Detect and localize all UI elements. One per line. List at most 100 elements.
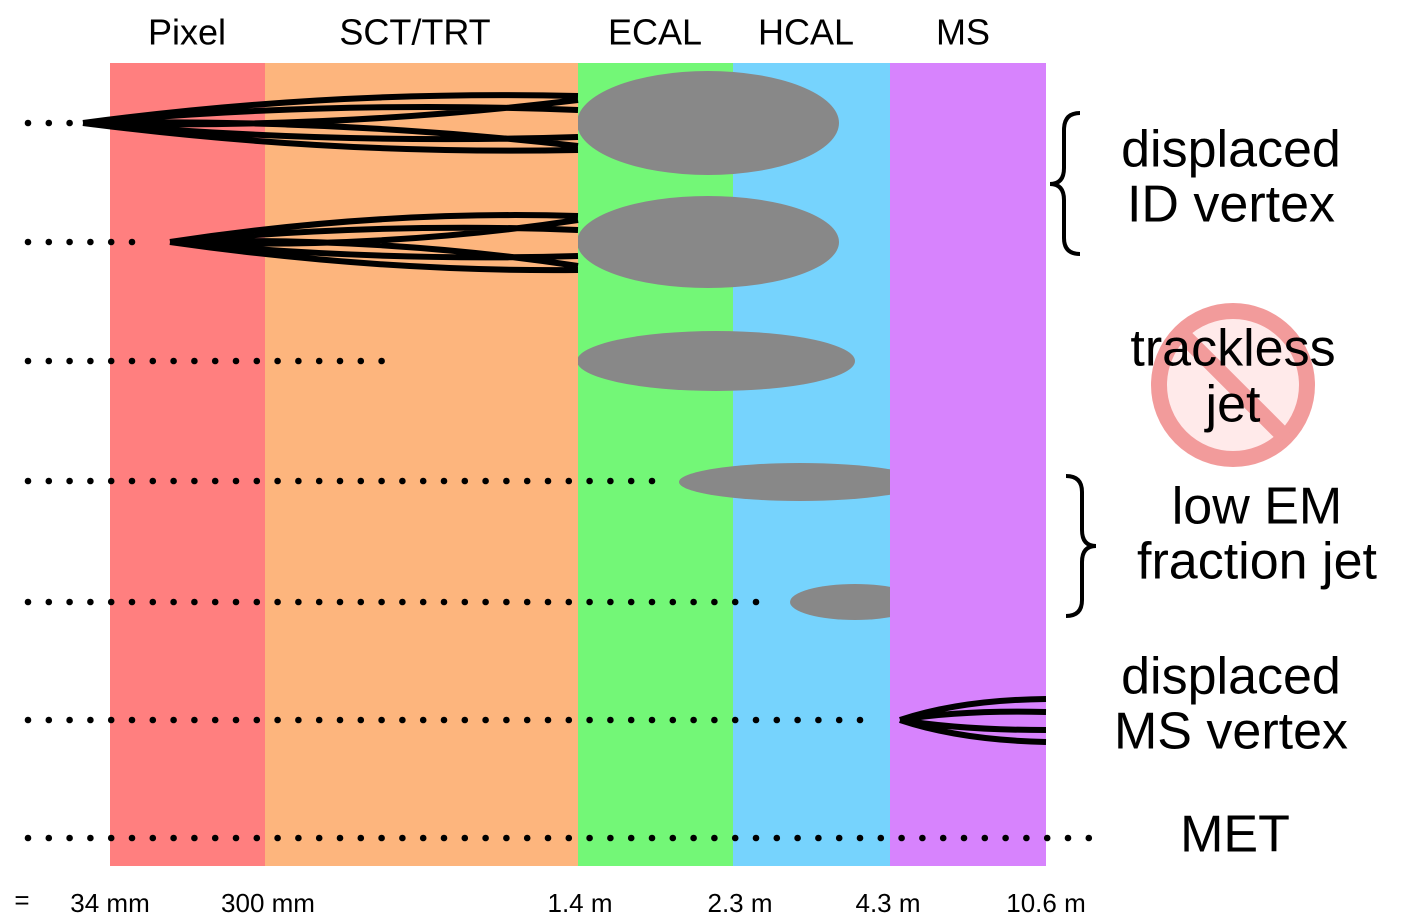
- dot: [274, 717, 281, 724]
- dot: [586, 835, 593, 842]
- signature-label: fraction jet: [1137, 533, 1377, 591]
- signature-label: jet: [1204, 376, 1261, 434]
- dot: [66, 120, 73, 127]
- dot: [66, 478, 73, 485]
- dot: [212, 478, 219, 485]
- dot: [1023, 835, 1030, 842]
- dot: [337, 358, 344, 365]
- dot: [815, 835, 822, 842]
- dot: [441, 478, 448, 485]
- dot: [607, 835, 614, 842]
- dot: [25, 358, 32, 365]
- dot: [524, 599, 531, 606]
- dot: [233, 835, 240, 842]
- dot: [441, 835, 448, 842]
- dot: [607, 599, 614, 606]
- dot: [482, 835, 489, 842]
- dot: [607, 717, 614, 724]
- dot: [482, 478, 489, 485]
- dot: [316, 358, 323, 365]
- dot: [129, 239, 136, 246]
- dot: [836, 835, 843, 842]
- dot: [399, 478, 406, 485]
- distance-label: 34 mm: [70, 888, 149, 918]
- dot: [378, 717, 385, 724]
- dot: [337, 599, 344, 606]
- dot: [25, 478, 32, 485]
- dot: [274, 478, 281, 485]
- dot: [295, 478, 302, 485]
- dot: [545, 835, 552, 842]
- dot: [129, 599, 136, 606]
- dot: [1002, 835, 1009, 842]
- ms-layer: [890, 63, 1046, 866]
- detector-label: HCAL: [758, 12, 854, 53]
- dot: [898, 835, 905, 842]
- dot: [524, 717, 531, 724]
- signature-label: MS vertex: [1114, 703, 1348, 761]
- dot: [150, 478, 157, 485]
- jet: [577, 196, 839, 288]
- dot: [170, 358, 177, 365]
- dot: [524, 478, 531, 485]
- dot: [108, 358, 115, 365]
- dot: [150, 717, 157, 724]
- distance-label: 1.4 m: [547, 888, 612, 918]
- dot: [87, 478, 94, 485]
- dot: [670, 717, 677, 724]
- dot: [170, 835, 177, 842]
- signature-label: displaced: [1121, 121, 1341, 179]
- dot: [586, 599, 593, 606]
- dot: [462, 717, 469, 724]
- dot: [940, 835, 947, 842]
- dot: [295, 599, 302, 606]
- dot: [25, 239, 32, 246]
- distance-label: 2.3 m: [707, 888, 772, 918]
- dot: [337, 835, 344, 842]
- dot: [753, 599, 760, 606]
- dot: [46, 835, 53, 842]
- dot: [46, 358, 53, 365]
- dot: [233, 717, 240, 724]
- dot: [794, 835, 801, 842]
- dot: [337, 478, 344, 485]
- dot: [815, 717, 822, 724]
- dot: [46, 717, 53, 724]
- dot: [46, 239, 53, 246]
- dot: [358, 717, 365, 724]
- dot: [670, 599, 677, 606]
- dot: [274, 358, 281, 365]
- dot: [233, 478, 240, 485]
- dot: [212, 717, 219, 724]
- dot: [66, 599, 73, 606]
- dot: [545, 478, 552, 485]
- dot: [1044, 835, 1051, 842]
- dot: [212, 358, 219, 365]
- dot: [66, 835, 73, 842]
- dot: [586, 717, 593, 724]
- jet: [679, 463, 921, 501]
- dot: [66, 358, 73, 365]
- diagram: Pixel SCT/TRT ECAL HCAL MS = 34 mm 300 m…: [0, 0, 1405, 918]
- dot: [878, 835, 885, 842]
- dot: [129, 835, 136, 842]
- braces: [1050, 113, 1096, 616]
- dot: [191, 835, 198, 842]
- dot: [170, 599, 177, 606]
- dot: [503, 835, 510, 842]
- dot: [690, 717, 697, 724]
- dot: [545, 599, 552, 606]
- dot: [191, 358, 198, 365]
- dot: [25, 835, 32, 842]
- sct-layer: [265, 63, 578, 866]
- detector-label: ECAL: [608, 12, 702, 53]
- dot: [774, 835, 781, 842]
- dot: [628, 599, 635, 606]
- dot: [441, 599, 448, 606]
- dot: [170, 478, 177, 485]
- dot: [191, 599, 198, 606]
- dot: [358, 835, 365, 842]
- dot: [108, 239, 115, 246]
- dot: [649, 599, 656, 606]
- signature-label: displaced: [1121, 648, 1341, 706]
